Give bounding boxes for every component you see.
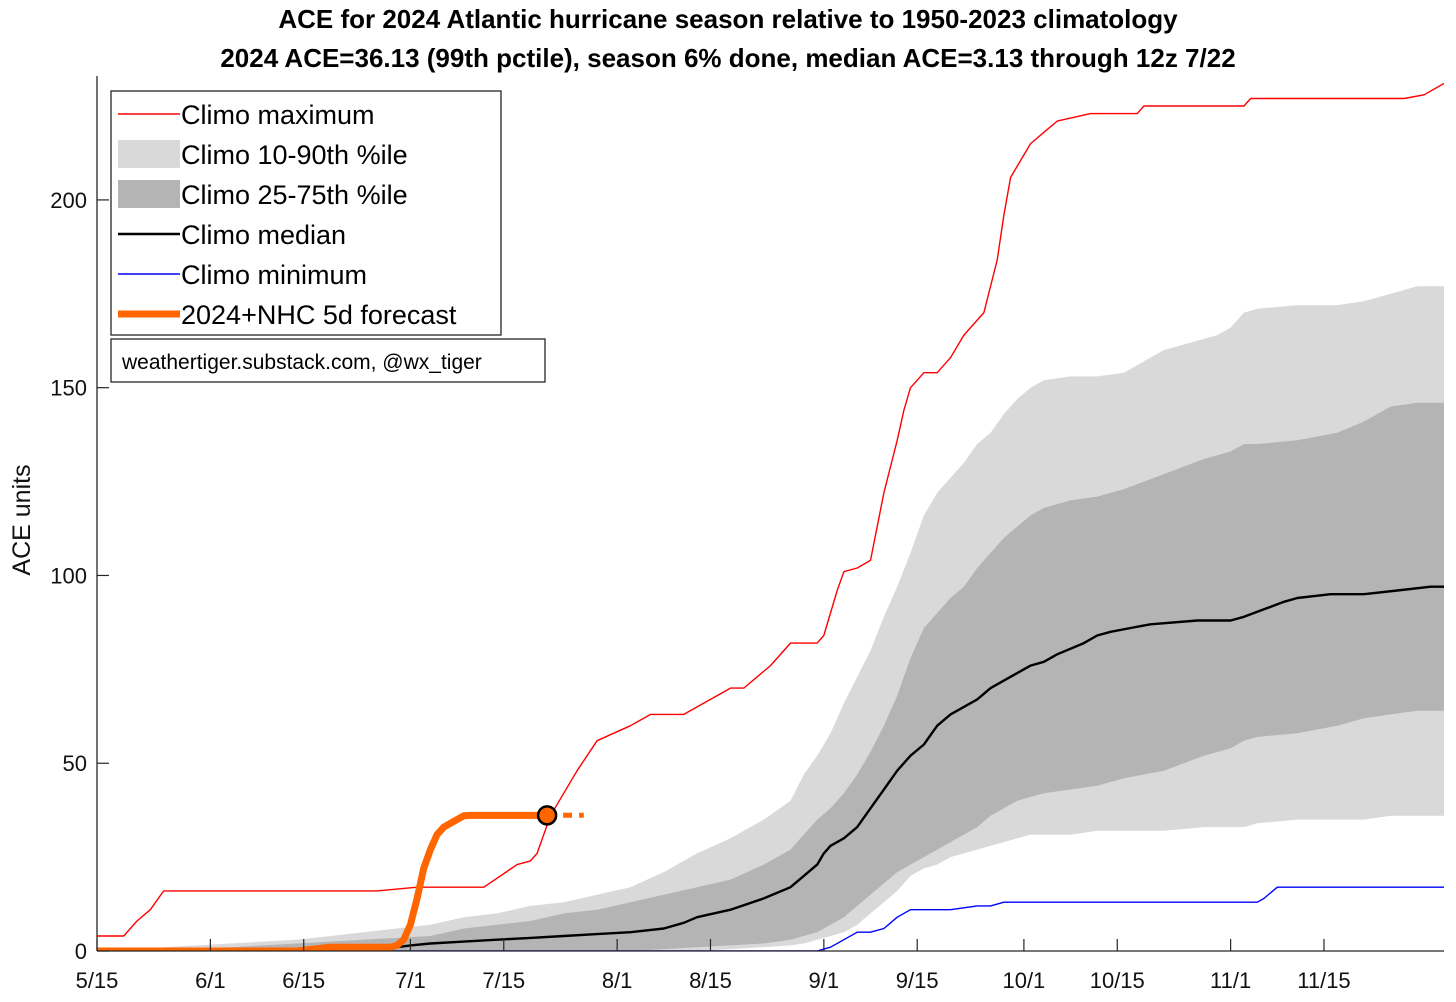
- legend: Climo maximum Climo 10-90th %ile Climo 25-…: [110, 90, 502, 336]
- legend-label: Climo maximum: [181, 100, 375, 130]
- credit-box-frame: [110, 338, 546, 383]
- legend-entry-2024-nhc-5d-forecast: 2024+NHC 5d forecast: [118, 300, 457, 330]
- y-tick-label: 150: [50, 376, 87, 401]
- legend-swatch: [118, 180, 180, 208]
- chart-subtitle: 2024 ACE=36.13 (99th pctile), season 6% …: [220, 43, 1236, 73]
- series-climo-minimum: [97, 886, 1444, 951]
- x-tick-label: 10/15: [1090, 968, 1145, 993]
- x-tick-label: 5/15: [76, 968, 119, 993]
- markers-layer: [536, 805, 558, 826]
- legend-entry-climo-25-75th-ile: Climo 25-75th %ile: [118, 180, 408, 210]
- band-climo-25-75th-ile: [97, 402, 1444, 951]
- legend-label: Climo minimum: [181, 260, 367, 290]
- x-tick-label: 11/15: [1297, 968, 1350, 993]
- band-climo-10-90th-ile: [97, 286, 1444, 951]
- bands-layer: [97, 286, 1444, 951]
- x-tick-label: 8/15: [689, 968, 732, 993]
- legend-label: Climo 25-75th %ile: [181, 180, 408, 210]
- lines-layer: [97, 82, 1444, 951]
- legend-entry-climo-median: Climo median: [118, 220, 346, 250]
- y-tick-label: 200: [50, 188, 87, 213]
- credit-text: weathertiger.substack.com, @wx_tiger: [121, 351, 482, 374]
- x-tick-label: 9/1: [809, 968, 840, 993]
- x-tick-label: 7/1: [395, 968, 426, 993]
- legend-label: Climo 10-90th %ile: [181, 140, 408, 170]
- legend-label: 2024+NHC 5d forecast: [181, 300, 457, 330]
- y-tick-label: 100: [50, 563, 87, 588]
- axes-layer: [96, 76, 1444, 952]
- legend-label: Climo median: [181, 220, 346, 250]
- series-climo-median: [97, 585, 1444, 951]
- x-tick-label: 8/1: [602, 968, 633, 993]
- y-ticks-layer: 0 50 100 150 200: [50, 188, 109, 964]
- x-ticks-layer: 5/15 6/1 6/15 7/1 7/15 8/1 8/15 9/1 9/15 10/1 10/1…: [76, 939, 1351, 993]
- x-tick-label: 7/15: [482, 968, 525, 993]
- x-tick-label: 9/15: [896, 968, 939, 993]
- y-tick-label: 0: [75, 939, 87, 964]
- series-climo-maximum: [97, 82, 1444, 937]
- x-tick-label: 10/1: [1002, 968, 1045, 993]
- y-tick-label: 50: [63, 751, 87, 776]
- current-ace-marker: [536, 805, 558, 826]
- x-tick-label: 11/1: [1210, 968, 1251, 993]
- x-tick-label: 6/15: [282, 968, 325, 993]
- x-tick-label: 6/1: [195, 968, 226, 993]
- series-2024-nhc-5d-forecast: [97, 811, 548, 951]
- legend-entry-climo-maximum: Climo maximum: [118, 100, 375, 130]
- legend-entry-climo-minimum: Climo minimum: [118, 260, 367, 290]
- credit-box: weathertiger.substack.com, @wx_tiger: [110, 338, 546, 383]
- legend-entry-climo-10-90th-ile: Climo 10-90th %ile: [118, 140, 408, 170]
- chart-title: ACE for 2024 Atlantic hurricane season r…: [278, 4, 1178, 34]
- legend-box: [110, 90, 502, 336]
- chart-title-block: ACE for 2024 Atlantic hurricane season r…: [0, 0, 1456, 78]
- legend-swatch: [118, 140, 180, 168]
- y-axis-label: ACE units: [8, 464, 36, 575]
